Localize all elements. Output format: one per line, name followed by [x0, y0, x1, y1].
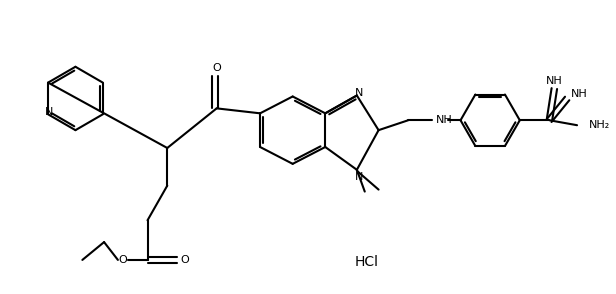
Text: N: N — [355, 88, 363, 98]
Text: NH: NH — [546, 76, 562, 86]
Text: NH: NH — [571, 88, 588, 98]
Text: NH₂: NH₂ — [589, 120, 610, 130]
Text: O: O — [180, 255, 190, 265]
Text: O: O — [118, 255, 128, 265]
Text: NH: NH — [436, 115, 453, 125]
Text: O: O — [213, 63, 221, 73]
Text: HCl: HCl — [355, 255, 379, 269]
Text: N: N — [355, 172, 363, 182]
Text: N: N — [45, 107, 53, 117]
